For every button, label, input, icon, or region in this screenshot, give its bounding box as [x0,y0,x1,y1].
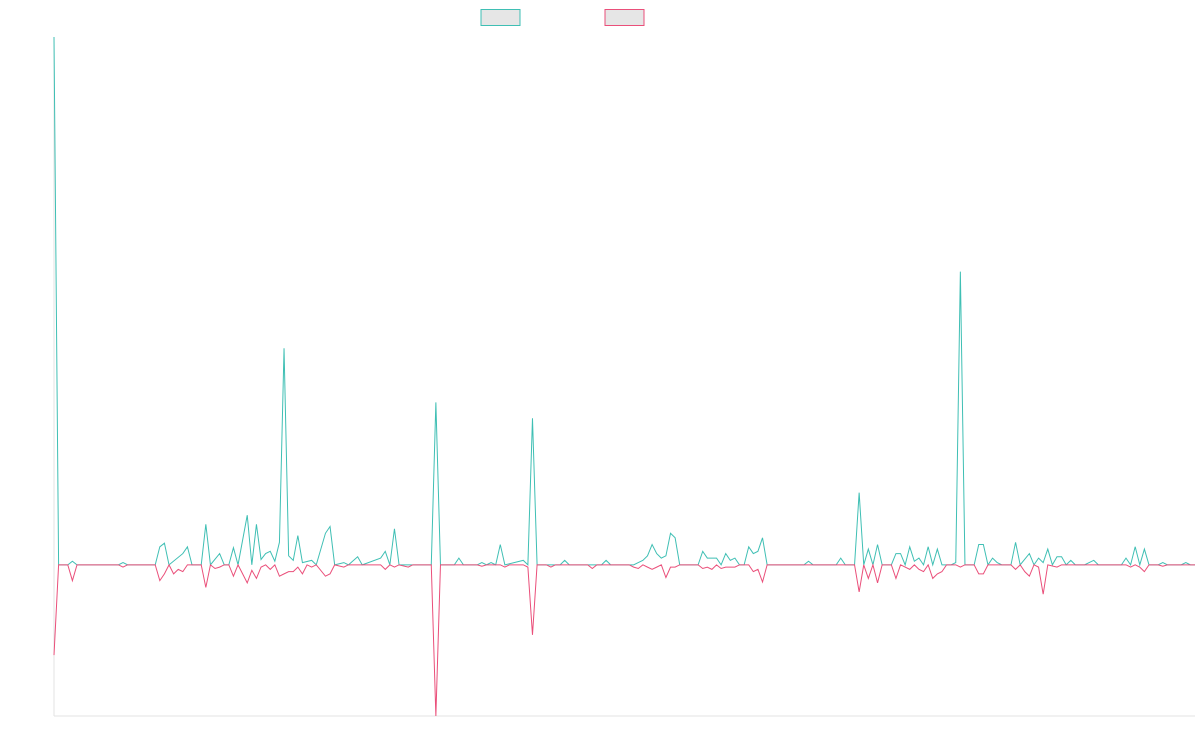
series-layer [53,36,1195,717]
legend-swatch-1 [480,9,521,26]
axes [53,37,1195,717]
legend-item-2 [604,9,645,26]
legend-swatch-2 [604,9,645,26]
series-line-2 [53,563,1195,717]
legend [480,9,645,26]
series-line-1 [53,36,1195,567]
legend-item-1 [480,9,521,26]
